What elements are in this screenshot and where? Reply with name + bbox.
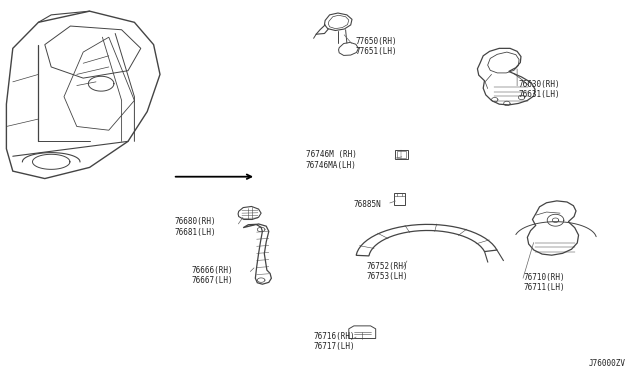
Text: 76716(RH)
76717(LH): 76716(RH) 76717(LH) — [314, 332, 355, 351]
Text: 76885N: 76885N — [354, 200, 381, 209]
Text: 76752(RH)
76753(LH): 76752(RH) 76753(LH) — [366, 262, 408, 281]
Text: 77650(RH)
77651(LH): 77650(RH) 77651(LH) — [355, 37, 397, 56]
Text: 76710(RH)
76711(LH): 76710(RH) 76711(LH) — [524, 273, 565, 292]
Text: 76666(RH)
76667(LH): 76666(RH) 76667(LH) — [192, 266, 234, 285]
Text: 76746M (RH)
76746MA(LH): 76746M (RH) 76746MA(LH) — [306, 150, 356, 170]
Text: J76000ZV: J76000ZV — [589, 359, 626, 368]
Text: 76680(RH)
76681(LH): 76680(RH) 76681(LH) — [174, 217, 216, 237]
Text: 76630(RH)
76631(LH): 76630(RH) 76631(LH) — [518, 80, 560, 99]
